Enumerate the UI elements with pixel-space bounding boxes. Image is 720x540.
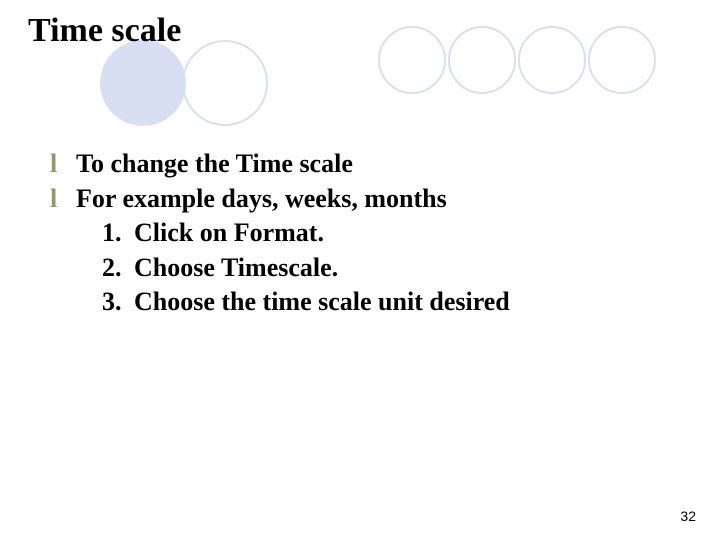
numbered-suffix: . [317,218,324,247]
bullet-item: l For example days, weeks, months [50,183,670,216]
numbered-prefix: Click on [134,218,234,247]
bullet-text: For example days, weeks, months [76,183,447,216]
numbered-text: Choose Timescale. [134,252,338,285]
circle-outline-4 [518,26,586,94]
slide-body: l To change the Time scale l For example… [50,148,670,321]
numbered-item: 3. Choose the time scale unit desired [102,286,670,319]
numbered-term: Format [234,218,318,247]
circle-filled [100,40,186,126]
numbered-marker: 2. [102,252,134,285]
slide-title: Time scale [28,12,181,50]
numbered-item: 1. Click on Format. [102,217,670,250]
numbered-text: Choose the time scale unit desired [134,286,510,319]
numbered-suffix: . [332,253,339,282]
bullet-text: To change the Time scale [76,148,353,181]
page-number: 32 [680,508,696,524]
circle-outline-5 [588,26,656,94]
circle-outline-3 [448,26,516,94]
numbered-item: 2. Choose Timescale. [102,252,670,285]
bullet-item: l To change the Time scale [50,148,670,181]
numbered-list: 1. Click on Format. 2. Choose Timescale.… [102,217,670,319]
numbered-prefix: Choose the time scale unit desired [134,287,510,316]
numbered-term: Timescale [221,253,332,282]
slide: Time scale l To change the Time scale l … [0,0,720,540]
circle-outline-2 [378,26,446,94]
circle-outline-1 [182,40,268,126]
numbered-marker: 1. [102,217,134,250]
numbered-text: Click on Format. [134,217,324,250]
numbered-marker: 3. [102,286,134,319]
numbered-prefix: Choose [134,253,221,282]
bullet-marker-icon: l [50,183,76,216]
bullet-marker-icon: l [50,148,76,181]
